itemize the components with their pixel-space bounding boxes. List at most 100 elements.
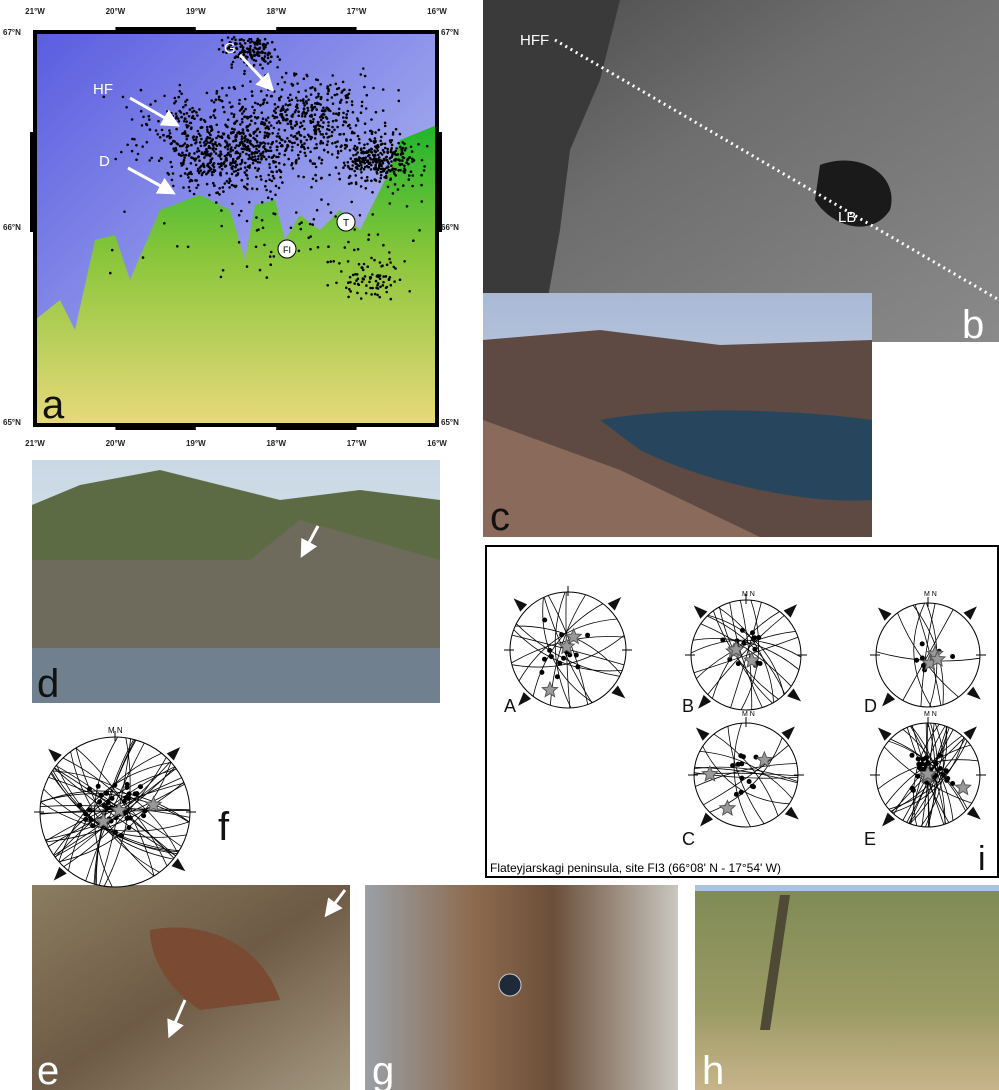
- epicenter: [411, 184, 414, 188]
- epicenter: [356, 167, 359, 170]
- epicenter: [423, 165, 426, 168]
- epicenter: [243, 97, 247, 101]
- epicenter: [238, 152, 242, 156]
- epicenter: [353, 248, 356, 252]
- epicenter: [232, 113, 236, 116]
- epicenter: [317, 95, 320, 98]
- epicenter: [168, 129, 171, 132]
- epicenter: [253, 101, 257, 105]
- striation: [752, 646, 758, 652]
- epicenter: [291, 145, 294, 149]
- lon-tick-label: 17°W: [347, 7, 367, 16]
- epicenter: [251, 94, 254, 97]
- epicenter: [309, 247, 312, 251]
- epicenter: [379, 167, 383, 171]
- epicenter: [317, 92, 320, 96]
- epicenter: [330, 96, 334, 99]
- epicenter: [313, 113, 317, 116]
- epicenter: [241, 128, 245, 131]
- great-circle: [53, 767, 177, 857]
- epicenter: [279, 176, 282, 179]
- epicenter: [361, 277, 365, 280]
- epicenter: [381, 148, 385, 152]
- epicenter: [401, 155, 405, 159]
- epicenter: [388, 157, 392, 160]
- epicenter: [266, 56, 270, 60]
- epicenter: [369, 139, 373, 142]
- epicenter: [364, 156, 368, 159]
- epicenter: [226, 36, 230, 39]
- epicenter: [173, 101, 176, 105]
- epicenter: [238, 141, 242, 145]
- epicenter: [238, 154, 242, 158]
- epicenter: [348, 275, 352, 279]
- compass: [498, 973, 522, 997]
- epicenter: [312, 218, 316, 221]
- sea-area: [483, 0, 620, 342]
- striation: [141, 813, 147, 819]
- epicenter: [350, 100, 354, 103]
- epicenter: [246, 51, 249, 54]
- great-circle: [700, 623, 792, 687]
- great-circle: [532, 603, 604, 697]
- stress-axis: [564, 627, 583, 645]
- epicenter: [391, 131, 395, 134]
- epicenter: [237, 168, 240, 172]
- lon-tick-label: 17°W: [347, 439, 367, 448]
- epicenter: [378, 295, 382, 299]
- epicenter: [206, 141, 210, 144]
- epicenter: [217, 95, 221, 99]
- epicenter: [209, 152, 213, 156]
- epicenter: [369, 277, 372, 280]
- epicenter: [290, 125, 293, 129]
- stress-arrow: [877, 727, 892, 741]
- epicenter: [330, 153, 334, 156]
- epicenter: [212, 114, 215, 117]
- epicenter: [145, 140, 149, 144]
- epicenter: [327, 245, 330, 248]
- epicenter: [225, 51, 228, 54]
- epicenter: [335, 145, 338, 148]
- epicenter: [178, 109, 181, 113]
- epicenter: [233, 146, 237, 150]
- striation: [548, 654, 554, 660]
- epicenter: [316, 245, 320, 249]
- epicenter: [284, 118, 288, 122]
- epicenter: [187, 115, 191, 118]
- epicenter: [313, 102, 317, 105]
- epicenter: [356, 134, 360, 138]
- epicenter: [259, 89, 263, 93]
- great-circle: [902, 609, 954, 701]
- epicenter: [179, 174, 183, 178]
- epicenter: [382, 280, 385, 284]
- epicenter: [232, 184, 236, 188]
- epicenter: [176, 245, 179, 248]
- epicenter: [363, 85, 366, 89]
- epicenter: [262, 145, 265, 149]
- striation: [909, 752, 915, 758]
- epicenter: [180, 154, 183, 157]
- epicenter: [298, 133, 302, 137]
- epicenter: [337, 172, 341, 175]
- epicenter: [362, 262, 366, 266]
- stress-arrow: [882, 812, 896, 827]
- epicenter: [275, 121, 279, 125]
- epicenter: [334, 166, 338, 169]
- epicenter: [386, 185, 390, 189]
- panel-h: h: [695, 885, 999, 1090]
- epicenter: [220, 167, 224, 171]
- epicenter: [273, 48, 277, 51]
- epicenter: [179, 162, 183, 165]
- epicenter: [245, 219, 249, 223]
- epicenter: [259, 141, 262, 145]
- epicenter: [215, 92, 218, 95]
- epicenter: [199, 169, 202, 172]
- epicenter: [366, 265, 370, 269]
- epicenter: [263, 142, 267, 145]
- arrow: [129, 96, 180, 127]
- epicenter: [420, 158, 424, 162]
- epicenter: [325, 132, 328, 135]
- epicenter: [284, 110, 287, 114]
- epicenter: [142, 115, 145, 119]
